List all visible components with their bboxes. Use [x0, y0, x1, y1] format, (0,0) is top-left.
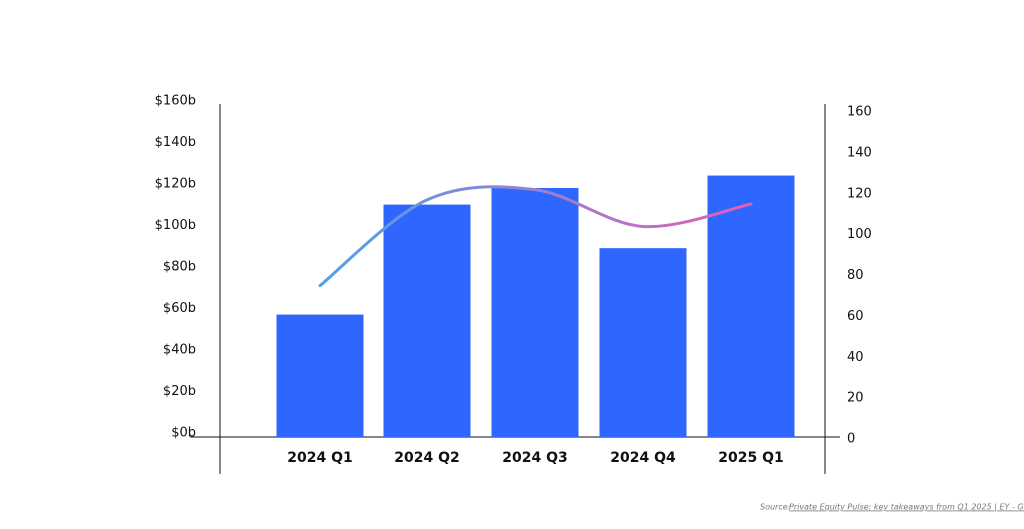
x-tick-label: 2024 Q4 — [610, 450, 676, 466]
trend-line — [318, 185, 753, 288]
x-tick-label: 2024 Q3 — [502, 450, 567, 466]
bar — [383, 204, 471, 437]
bar — [276, 314, 364, 437]
y-tick-label: $100b — [155, 218, 196, 233]
bar — [707, 175, 795, 438]
y-tick-label: $40b — [163, 343, 196, 358]
y2-tick-label: 160 — [847, 105, 872, 120]
y2-tick-label: 100 — [847, 227, 872, 242]
bar — [599, 248, 687, 437]
bar — [491, 188, 579, 437]
y-tick-label: $60b — [163, 301, 196, 316]
y2-tick-label: 60 — [847, 309, 864, 324]
y2-tick-label: 120 — [847, 186, 872, 201]
y2-tick-label: 40 — [847, 350, 864, 365]
y-tick-label: $160b — [155, 94, 196, 109]
x-tick-label: 2024 Q1 — [287, 450, 352, 466]
y-tick-label: $80b — [163, 260, 196, 275]
x-tick-label: 2025 Q1 — [718, 450, 783, 466]
y-tick-label: $20b — [163, 384, 196, 399]
y-tick-label: $0b — [171, 426, 196, 441]
source-link[interactable]: Private Equity Pulse: key takeaways from… — [789, 503, 1024, 512]
y2-tick-label: 0 — [847, 432, 855, 447]
source-prefix: Source: — [760, 503, 791, 512]
y2-tick-label: 140 — [847, 145, 872, 160]
x-tick-label: 2024 Q2 — [394, 450, 459, 466]
y2-tick-label: 20 — [847, 391, 864, 406]
y2-tick-label: 80 — [847, 268, 864, 283]
y-tick-label: $140b — [155, 135, 196, 150]
y-tick-label: $120b — [155, 177, 196, 192]
